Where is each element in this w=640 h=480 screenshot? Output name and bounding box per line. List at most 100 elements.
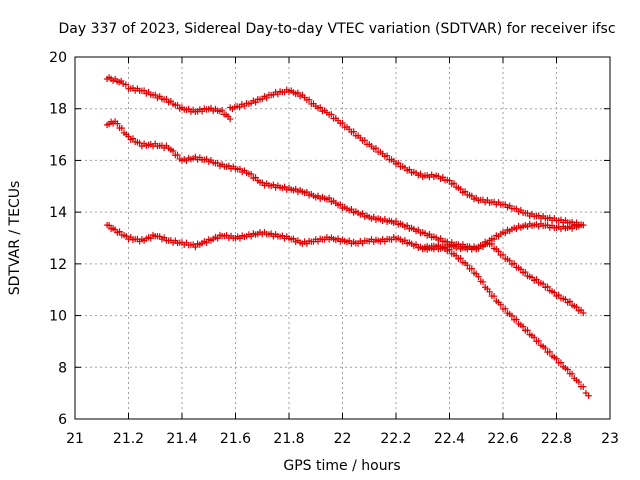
- x-tick-label: 23: [601, 431, 619, 447]
- data-point: [557, 359, 565, 366]
- y-tick-label: 20: [49, 50, 67, 66]
- data-point: [174, 151, 181, 159]
- data-point: [551, 289, 558, 296]
- x-tick-label: 21.4: [166, 431, 197, 447]
- data-point: [118, 124, 126, 132]
- data-point: [214, 235, 221, 242]
- series-track-1: [103, 74, 234, 123]
- data-point: [392, 218, 400, 225]
- data-point: [524, 327, 531, 334]
- data-point: [542, 344, 549, 352]
- series-track-3: [103, 118, 587, 253]
- data-point: [468, 265, 475, 272]
- data-point: [328, 111, 335, 118]
- data-point: [580, 383, 587, 390]
- data-point: [575, 378, 582, 386]
- data-point: [218, 106, 226, 114]
- data-point: [325, 194, 333, 202]
- data-point: [580, 309, 587, 317]
- x-tick-label: 22.4: [434, 431, 465, 447]
- data-point: [499, 251, 507, 259]
- data-point: [226, 115, 234, 123]
- data-points: [103, 74, 592, 399]
- data-point: [129, 135, 137, 142]
- data-point: [555, 291, 562, 299]
- data-point: [495, 248, 502, 255]
- data-point: [317, 104, 324, 111]
- data-point: [303, 188, 311, 196]
- x-tick-label: 21.2: [113, 431, 144, 447]
- y-tick-label: 18: [49, 102, 67, 118]
- data-point: [475, 273, 482, 280]
- x-tick-label: 22: [334, 431, 352, 447]
- data-point: [502, 229, 509, 237]
- data-point: [372, 144, 380, 152]
- data-point: [522, 268, 529, 276]
- data-point: [546, 348, 554, 356]
- data-point: [517, 266, 525, 273]
- data-point: [506, 257, 513, 264]
- data-point: [348, 205, 355, 213]
- data-point: [114, 120, 121, 127]
- data-point: [464, 261, 471, 269]
- data-point: [502, 305, 509, 312]
- data-point: [539, 280, 547, 288]
- data-point: [564, 366, 571, 373]
- data-point: [247, 170, 255, 178]
- data-point: [479, 278, 487, 286]
- data-point: [461, 188, 469, 195]
- y-tick-label: 12: [49, 257, 67, 273]
- data-point: [339, 119, 346, 127]
- series-track-5: [419, 240, 587, 317]
- y-axis: 6 8 10 12 14 16 18 20: [49, 50, 610, 428]
- data-point: [105, 222, 113, 229]
- data-point: [294, 89, 302, 97]
- data-point: [580, 221, 587, 229]
- data-point: [488, 240, 496, 248]
- x-tick-label: 22.8: [541, 431, 572, 447]
- data-point: [510, 260, 518, 267]
- data-point: [519, 323, 527, 330]
- data-point: [350, 128, 357, 135]
- data-point: [415, 226, 422, 234]
- x-tick-label: 22.6: [487, 431, 518, 447]
- data-point: [403, 222, 411, 229]
- data-point: [497, 301, 504, 308]
- data-point: [426, 230, 433, 238]
- data-point: [544, 283, 551, 290]
- data-point: [585, 392, 592, 399]
- data-point: [486, 288, 493, 296]
- series-track-2: [226, 86, 587, 229]
- data-point: [533, 276, 540, 283]
- x-tick-label: 22.2: [380, 431, 411, 447]
- data-point: [490, 292, 498, 300]
- data-point: [383, 152, 391, 159]
- data-point: [406, 166, 413, 173]
- data-point: [553, 355, 560, 362]
- data-point: [508, 312, 516, 320]
- data-point: [361, 136, 368, 144]
- y-tick-label: 16: [49, 153, 67, 169]
- data-point: [568, 370, 576, 378]
- y-tick-label: 6: [58, 412, 67, 428]
- data-point: [457, 185, 464, 193]
- y-tick-label: 10: [49, 309, 67, 325]
- chart-title: Day 337 of 2023, Sidereal Day-to-day VTE…: [58, 21, 615, 37]
- data-point: [566, 298, 574, 305]
- x-axis: 21 21.2 21.4 21.6 21.8 22 22.2 22.4 22.6 22.8 23: [66, 57, 619, 447]
- data-point: [337, 201, 344, 208]
- x-tick-label: 21.8: [273, 431, 304, 447]
- x-tick-label: 21.6: [220, 431, 251, 447]
- y-tick-label: 8: [58, 360, 67, 376]
- data-point: [490, 235, 498, 243]
- data-point: [531, 334, 538, 341]
- data-point: [359, 210, 366, 217]
- data-point: [395, 159, 402, 167]
- y-tick-label: 14: [49, 205, 67, 221]
- data-point: [412, 241, 420, 248]
- data-point: [573, 303, 580, 311]
- data-point: [401, 236, 409, 244]
- data-point: [535, 337, 542, 345]
- data-point: [290, 235, 297, 242]
